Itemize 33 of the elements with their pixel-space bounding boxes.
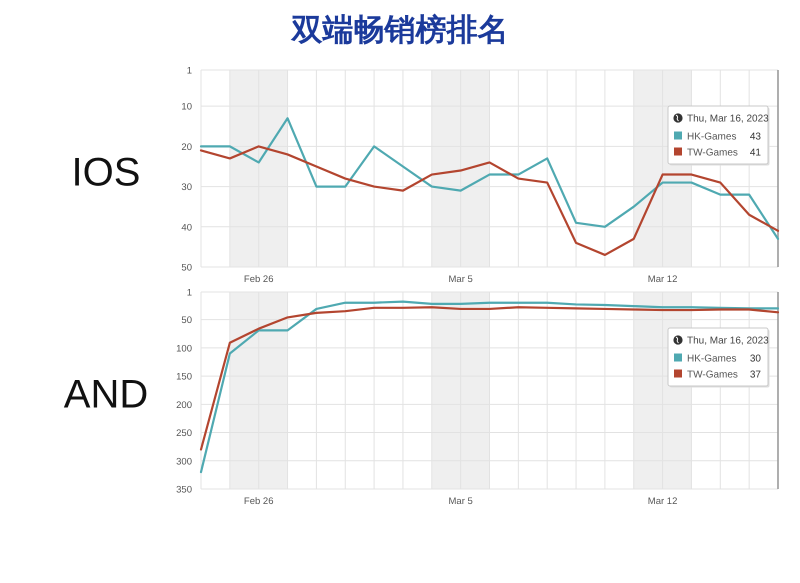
y-axis-title: AND (64, 372, 148, 416)
y-tick-label: 150 (176, 372, 192, 383)
y-tick-label: 100 (176, 343, 192, 354)
x-tick-label: Feb 26 (244, 496, 274, 507)
y-tick-label: 1 (186, 288, 192, 298)
y-tick-label: 350 (176, 484, 192, 496)
x-tick-label: Feb 26 (244, 274, 274, 285)
legend-label: HK-Games (687, 354, 736, 365)
annotation: 43 (750, 132, 762, 143)
x-tick-label: Mar 5 (448, 274, 473, 285)
annotation: 37 (750, 370, 762, 381)
y-tick-label: 20 (181, 142, 192, 153)
y-tick-label: 50 (181, 262, 192, 274)
y-tick-label: 10 (181, 102, 192, 113)
y-tick-label: 1 (186, 66, 192, 76)
legend-label: TW-Games (687, 148, 738, 159)
legend-title: Thu, Mar 16, 2023 (687, 114, 770, 125)
y-tick-label: 300 (176, 456, 192, 468)
legend-label: TW-Games (687, 370, 738, 381)
y-tick-label: 50 (181, 315, 192, 326)
y-tick-label: 200 (176, 400, 192, 411)
annotation: 41 (750, 148, 762, 159)
annotation: 30 (750, 354, 762, 365)
y-tick-label: 30 (181, 182, 192, 194)
y-tick-label: 40 (181, 222, 192, 234)
legend-title: Thu, Mar 16, 2023 (687, 336, 770, 347)
x-tick-label: Mar 12 (648, 496, 678, 507)
legend-label: HK-Games (687, 132, 736, 143)
y-axis-title: IOS (72, 150, 140, 194)
chart-title: 双端畅销榜排名 (290, 12, 508, 47)
x-tick-label: Mar 12 (648, 274, 678, 285)
y-tick-label: 250 (176, 428, 192, 440)
x-tick-label: Mar 5 (448, 496, 473, 507)
